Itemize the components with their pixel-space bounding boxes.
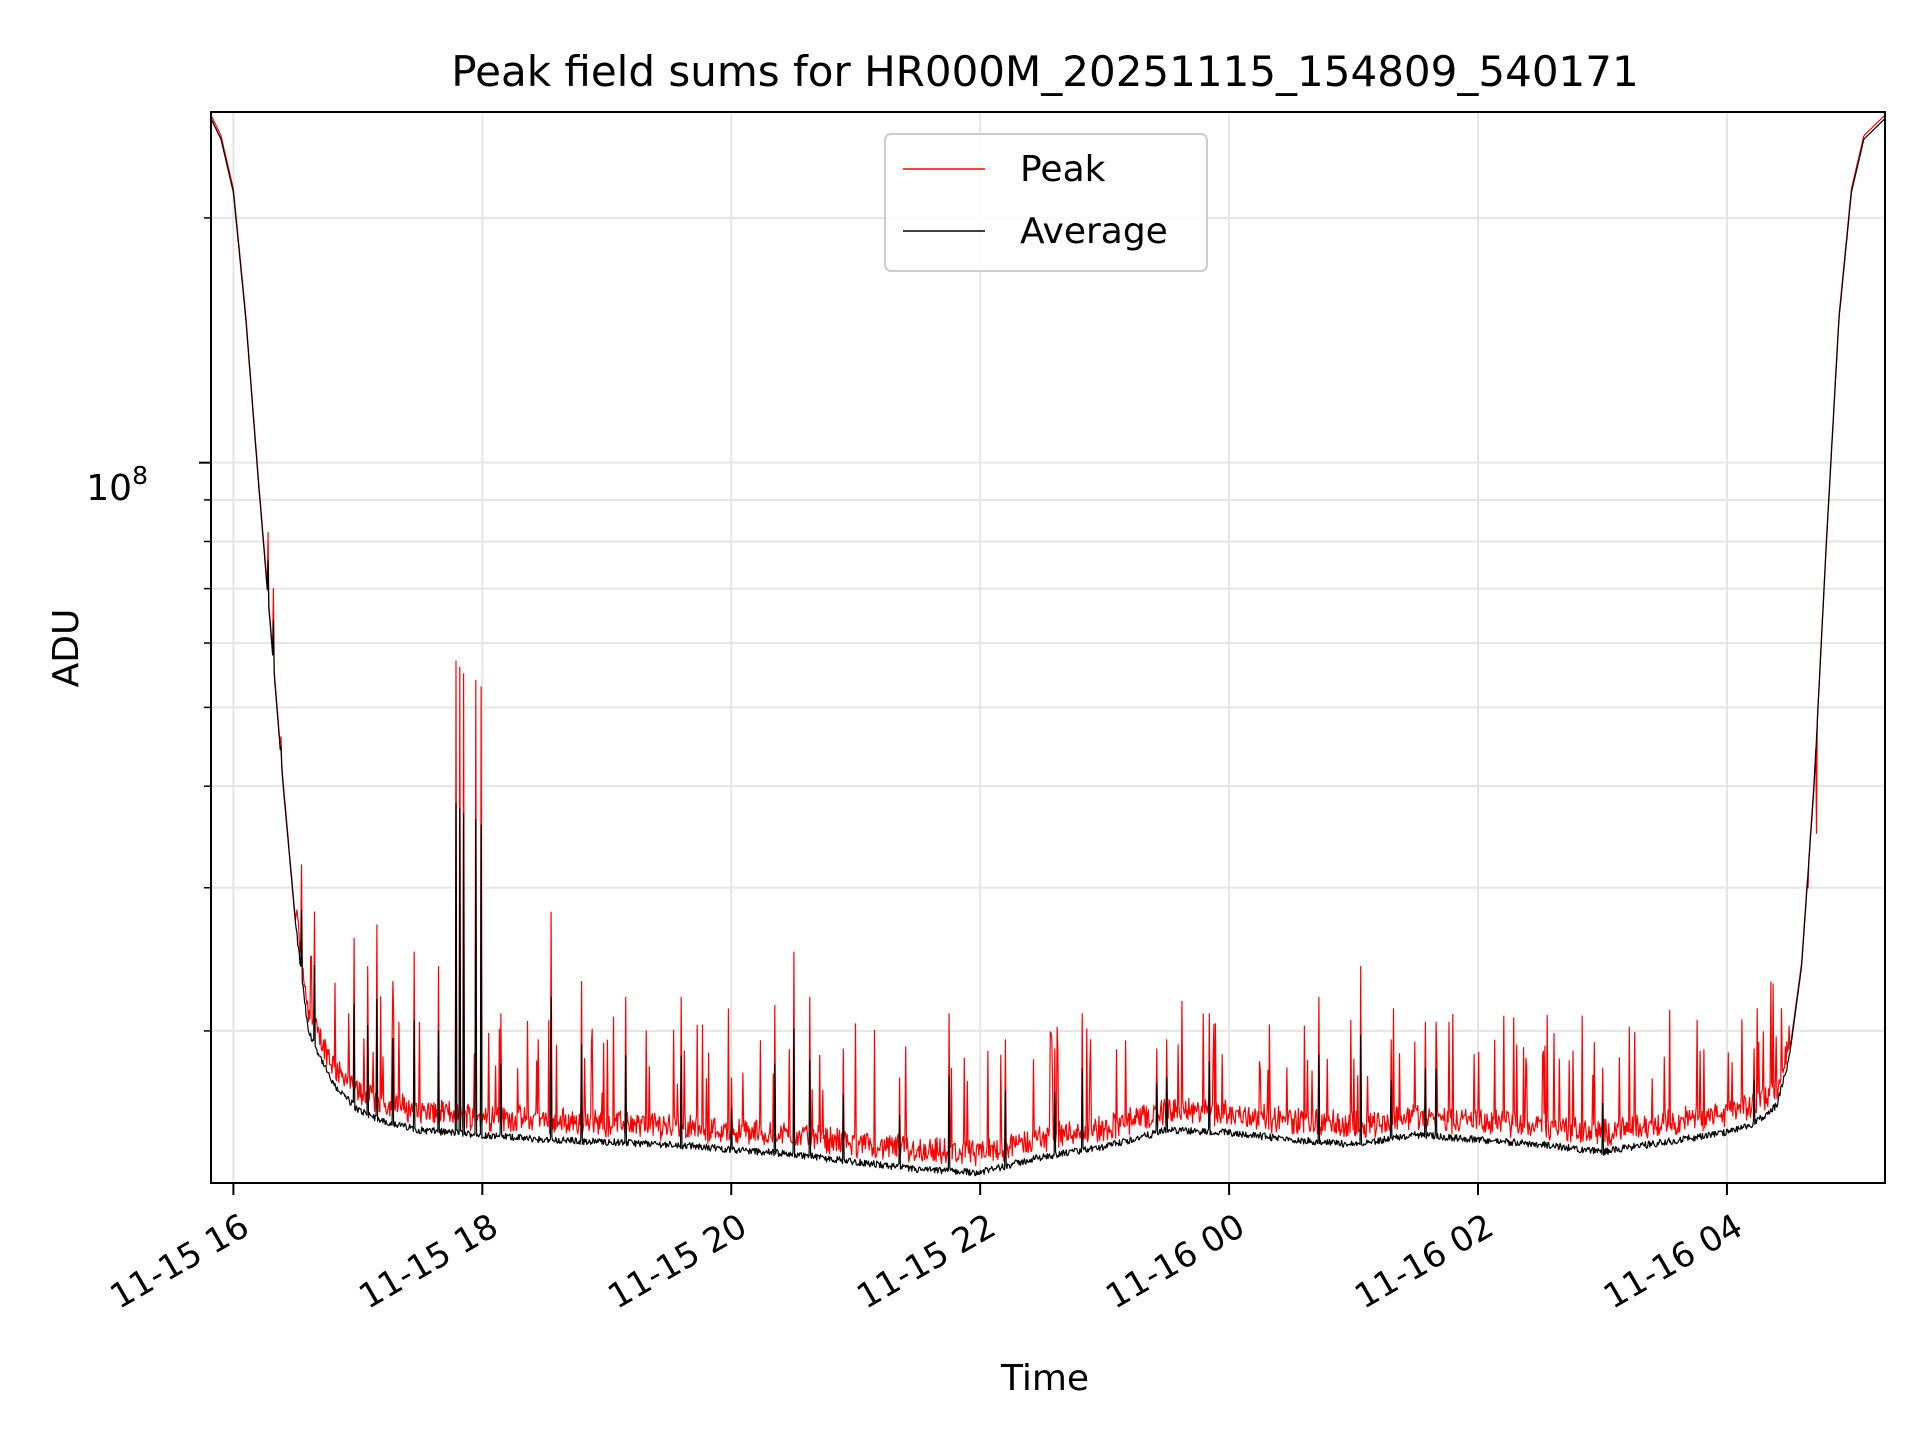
- legend: Peak Average: [884, 133, 1208, 272]
- plot-area: [210, 114, 1886, 1177]
- y-tick-base: 10: [86, 468, 132, 509]
- svg-text:108: 108: [86, 461, 148, 509]
- y-axis-label: ADU: [46, 609, 87, 688]
- grid: [211, 112, 1885, 1183]
- legend-peak-label: Peak: [1020, 149, 1106, 190]
- legend-average-label: Average: [1020, 211, 1168, 252]
- x-axis-label: Time: [1000, 1358, 1089, 1399]
- y-major-tick-label: 108: [86, 461, 148, 509]
- series-average-line: [210, 118, 1886, 1177]
- axes-frame: [210, 111, 1886, 1184]
- chart-title: Peak field sums for HR000M_20251115_1548…: [451, 47, 1638, 96]
- series-peak-line: [210, 114, 1886, 1167]
- y-tick-exponent: 8: [132, 461, 148, 490]
